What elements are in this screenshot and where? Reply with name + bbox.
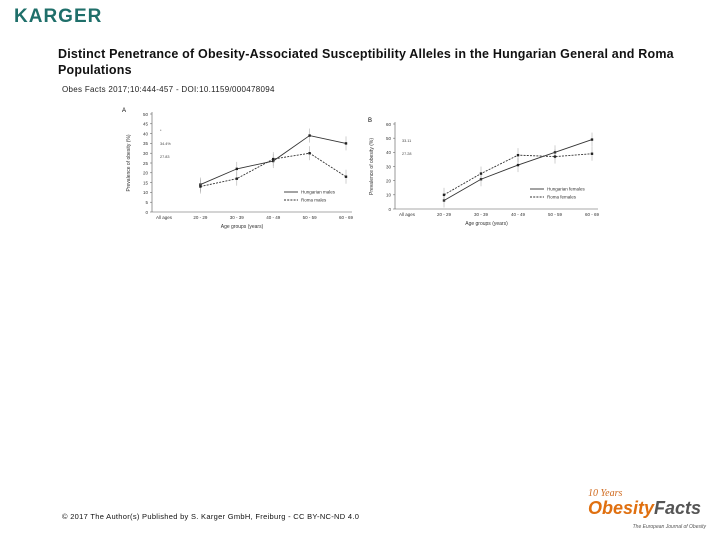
y-axis-title: Prevalence of obesity (%) (126, 134, 132, 191)
x-tick-label: All ages (399, 212, 416, 217)
x-axis-title: Age groups (years) (465, 221, 508, 227)
journal-logo: 10 Years ObesityFacts The European Journ… (588, 488, 712, 532)
legend-label: Hungarian females (547, 187, 586, 192)
legend-label: Roma females (547, 195, 577, 200)
data-point (516, 153, 520, 157)
slide-title: Distinct Penetrance of Obesity-Associate… (58, 47, 674, 77)
y-tick-label: 45 (143, 122, 149, 127)
x-tick-label: 30 - 39 (230, 215, 245, 220)
y-tick-label: 50 (143, 112, 149, 117)
y-tick-label: 40 (386, 150, 392, 155)
y-tick-label: 50 (386, 136, 392, 141)
panel-label-B: B (368, 118, 372, 124)
data-point (344, 175, 348, 178)
data-point (553, 155, 557, 158)
data-point (590, 138, 594, 141)
annotation-label: 27.83 (160, 155, 170, 159)
annotation-label: 33.11 (402, 139, 411, 143)
data-point (308, 152, 311, 155)
data-point (442, 193, 446, 197)
figure-charts: A 0 5 10 15 20 25 30 35 40 45 50 All ages 20 - 29 30 -… (122, 108, 600, 230)
x-tick-label: 30 - 39 (474, 212, 489, 217)
data-point (479, 172, 483, 175)
x-tick-label: 40 - 49 (511, 212, 526, 217)
y-tick-label: 0 (388, 207, 391, 212)
x-tick-label: 50 - 59 (548, 212, 563, 217)
x-tick-label: 50 - 59 (303, 215, 318, 220)
annotation-label: 27.28 (402, 152, 412, 156)
journal-name-a: Obesity (588, 498, 655, 518)
y-tick-label: 40 (143, 131, 149, 136)
legend-label: Roma males (301, 198, 327, 203)
publisher-logo: KARGER (14, 6, 103, 27)
data-point (344, 142, 348, 145)
legend-label: Hungarian males (301, 190, 336, 195)
data-point (235, 167, 238, 171)
y-tick-label: 15 (143, 180, 149, 185)
y-tick-label: 10 (143, 190, 149, 195)
y-tick-label: 60 (386, 122, 392, 127)
annotation-label: * (160, 129, 162, 133)
y-axis-title: Prevalence of obesity (%) (369, 138, 375, 195)
citation: Obes Facts 2017;10:444-457 - DOI:10.1159… (62, 85, 275, 94)
data-point (308, 134, 311, 137)
y-tick-label: 10 (386, 193, 392, 198)
y-tick-label: 30 (143, 151, 149, 156)
data-point (199, 185, 202, 188)
x-tick-label: 20 - 29 (193, 215, 208, 220)
y-tick-label: 25 (143, 161, 149, 166)
data-point (235, 177, 238, 180)
x-tick-label: All ages (156, 215, 173, 220)
y-tick-label: 35 (143, 141, 149, 146)
data-point (590, 152, 594, 155)
data-point (272, 157, 275, 161)
copyright-footer: © 2017 The Author(s) Published by S. Kar… (62, 512, 360, 521)
y-tick-label: 30 (386, 164, 392, 169)
annotation-label: 34.4% (160, 142, 171, 146)
journal-anniversary: 10 Years (588, 488, 623, 499)
panel-label-A: A (122, 108, 126, 114)
y-tick-label: 20 (386, 178, 392, 183)
x-tick-label: 40 - 49 (266, 215, 281, 220)
y-tick-label: 20 (143, 171, 149, 176)
x-axis-title: Age groups (years) (221, 224, 264, 230)
x-tick-label: 60 - 69 (585, 212, 600, 217)
data-point (516, 163, 520, 167)
x-tick-label: 20 - 29 (437, 212, 452, 217)
x-tick-label: 60 - 69 (339, 215, 354, 220)
journal-name-b: Facts (654, 498, 702, 518)
y-tick-label: 5 (145, 200, 148, 205)
y-tick-label: 0 (145, 210, 148, 215)
journal-name: ObesityFacts (588, 499, 712, 517)
journal-tagline: The European Journal of Obesity (632, 524, 706, 530)
